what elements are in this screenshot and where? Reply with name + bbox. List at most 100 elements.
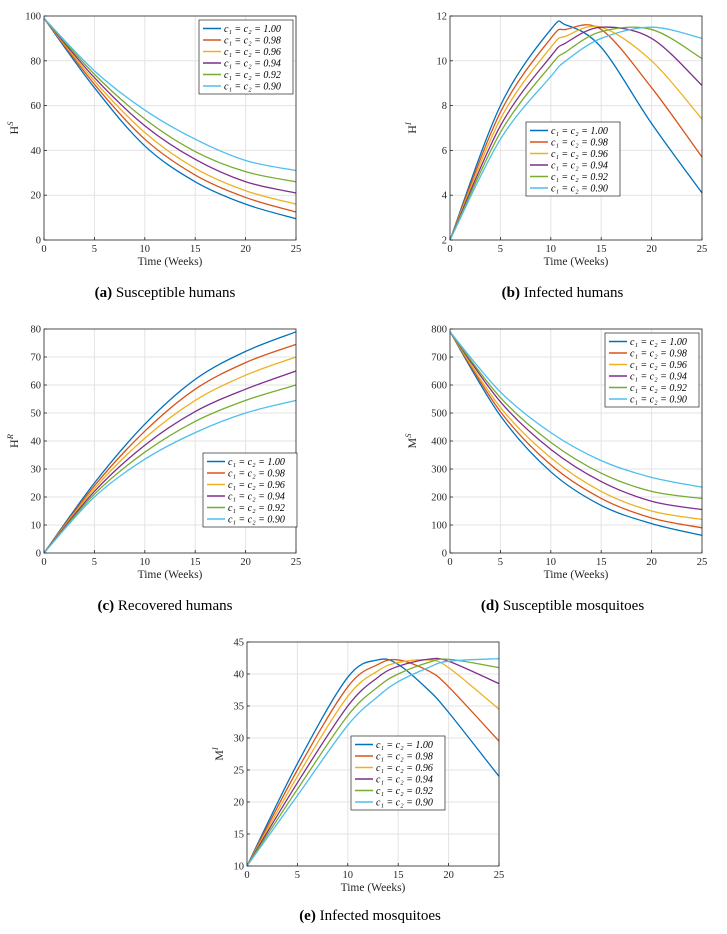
y-axis-label-main: M <box>212 750 226 761</box>
series-line-2 <box>43 356 297 554</box>
legend-label-4: c₁ = c₂ = 0.92 <box>551 172 608 183</box>
series-line-0 <box>43 331 297 554</box>
caption-a-tag: (a) <box>94 285 113 301</box>
y-tick-label: 30 <box>31 465 42 476</box>
x-tick-label: 15 <box>596 557 607 568</box>
caption-e: (e) Infected mosquitoes <box>205 908 535 925</box>
caption-c: (c) Recovered humans <box>0 598 330 615</box>
caption-b: (b) Infected humans <box>398 285 727 302</box>
y-axis-label-sup: I <box>403 121 413 126</box>
panel-susceptible-humans: 0 5 10 15 20 25 0 20 40 60 80 100 Time (Weeks) HS c₁ =… <box>0 0 330 310</box>
y-tick-label: 10 <box>437 56 448 67</box>
y-tick-label: 70 <box>31 353 42 364</box>
y-tick-label: 8 <box>442 101 447 112</box>
x-tick-label: 15 <box>190 557 201 568</box>
legend-label-0: c₁ = c₂ = 1.00 <box>551 126 608 137</box>
y-axis-label: HR <box>5 433 21 448</box>
x-tick-label: 5 <box>92 557 97 568</box>
y-axis-label-main: H <box>7 125 21 134</box>
y-axis-label-main: M <box>405 437 419 448</box>
legend-label-3: c₁ = c₂ = 0.94 <box>228 491 285 502</box>
y-tick-label: 45 <box>234 638 245 649</box>
y-tick-label: 6 <box>442 146 447 157</box>
y-tick-label: 60 <box>31 381 42 392</box>
axes-frame <box>43 15 297 241</box>
y-tick-label: 2 <box>442 236 447 247</box>
legend-label-4: c₁ = c₂ = 0.92 <box>228 503 285 514</box>
legend-label-2: c₁ = c₂ = 0.96 <box>228 480 285 491</box>
y-tick-label: 10 <box>234 862 245 873</box>
y-axis-label: MS <box>403 433 419 449</box>
legend-label-5: c₁ = c₂ = 0.90 <box>630 394 687 405</box>
x-tick-label: 10 <box>343 870 354 881</box>
y-axis-label-sup: R <box>5 433 15 440</box>
y-tick-label: 300 <box>431 465 447 476</box>
series-line-0 <box>43 17 297 220</box>
series-line-5 <box>43 17 297 172</box>
x-tick-label: 10 <box>546 557 557 568</box>
chart-c: 0 5 10 15 20 25 0 10 20 30 40 50 60 70 80 Time (Weeks) H… <box>5 325 301 582</box>
panel-recovered-humans: 0 5 10 15 20 25 0 10 20 30 40 50 60 70 80 Time (Weeks) H… <box>0 317 330 627</box>
legend-label-0: c₁ = c₂ = 1.00 <box>630 337 687 348</box>
x-axis-label: Time (Weeks) <box>544 569 609 581</box>
y-axis-label: HI <box>403 121 419 134</box>
x-tick-label: 25 <box>494 870 505 881</box>
legend-box <box>525 121 621 197</box>
legend-label-4: c₁ = c₂ = 0.92 <box>376 786 433 797</box>
panel-infected-mosquitoes: 0 5 10 15 20 25 10 15 20 25 30 35 40 45 Time (Weeks) MI… <box>205 632 535 932</box>
x-tick-label: 0 <box>244 870 249 881</box>
legend-label-1: c₁ = c₂ = 0.98 <box>551 137 608 148</box>
x-axis-label: Time (Weeks) <box>138 569 203 581</box>
panel-infected-humans: 0 5 10 15 20 25 2 4 6 8 10 12 Time (Weeks) HI c₁ = c₂ … <box>398 0 727 310</box>
legend-label-2: c₁ = c₂ = 0.96 <box>551 149 608 160</box>
x-tick-label: 5 <box>92 244 97 255</box>
legend-label-0: c₁ = c₂ = 1.00 <box>228 457 285 468</box>
y-axis-label-main: H <box>405 125 419 134</box>
x-axis-label: Time (Weeks) <box>138 256 203 268</box>
x-tick-label: 5 <box>498 557 503 568</box>
y-axis-label-main: H <box>7 439 21 448</box>
legend-label-1: c₁ = c₂ = 0.98 <box>228 468 285 479</box>
caption-d-text: Susceptible mosquitoes <box>502 598 645 614</box>
y-tick-label: 50 <box>31 409 42 420</box>
x-tick-label: 0 <box>41 557 46 568</box>
x-tick-label: 20 <box>240 244 251 255</box>
series-lines <box>246 657 500 867</box>
legend-box <box>350 735 446 811</box>
legend-label-3: c₁ = c₂ = 0.94 <box>224 58 281 69</box>
x-tick-label: 15 <box>393 870 404 881</box>
y-tick-label: 80 <box>31 325 42 336</box>
series-line-0 <box>449 20 703 241</box>
series-line-1 <box>246 658 500 867</box>
series-line-3 <box>43 17 297 194</box>
x-tick-label: 0 <box>41 244 46 255</box>
series-line-1 <box>449 24 703 241</box>
series-line-5 <box>246 657 500 867</box>
y-tick-label: 20 <box>234 798 245 809</box>
y-tick-label: 15 <box>234 830 245 841</box>
legend-label-1: c₁ = c₂ = 0.98 <box>630 348 687 359</box>
y-tick-label: 10 <box>31 521 42 532</box>
series-line-2 <box>43 17 297 205</box>
series-lines <box>449 331 703 536</box>
series-line-0 <box>449 331 703 536</box>
legend-label-5: c₁ = c₂ = 0.90 <box>376 797 433 808</box>
caption-d: (d) Susceptible mosquitoes <box>398 598 727 615</box>
x-tick-label: 20 <box>240 557 251 568</box>
series-line-4 <box>449 331 703 500</box>
y-tick-label: 600 <box>431 381 447 392</box>
x-tick-label: 0 <box>447 557 452 568</box>
y-tick-label: 40 <box>31 146 42 157</box>
y-axis-label: MI <box>210 746 226 761</box>
legend-label-5: c₁ = c₂ = 0.90 <box>228 514 285 525</box>
y-tick-label: 40 <box>234 670 245 681</box>
legend-label-2: c₁ = c₂ = 0.96 <box>630 360 687 371</box>
legend-label-3: c₁ = c₂ = 0.94 <box>376 774 433 785</box>
x-tick-label: 10 <box>140 244 151 255</box>
y-tick-label: 700 <box>431 353 447 364</box>
series-line-4 <box>43 17 297 183</box>
series-line-5 <box>43 399 297 554</box>
